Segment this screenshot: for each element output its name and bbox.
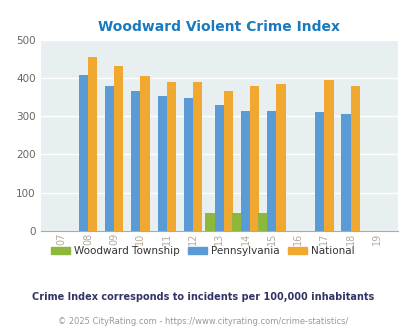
Legend: Woodward Township, Pennsylvania, National: Woodward Township, Pennsylvania, Nationa… [47, 242, 358, 260]
Bar [105, 86, 114, 231]
Text: © 2025 CityRating.com - https://www.cityrating.com/crime-statistics/: © 2025 CityRating.com - https://www.city… [58, 317, 347, 326]
Bar [114, 66, 123, 231]
Bar [192, 82, 202, 231]
Bar [341, 114, 350, 231]
Bar [257, 213, 266, 231]
Bar [314, 112, 324, 231]
Bar [266, 111, 276, 231]
Bar [350, 86, 359, 231]
Bar [240, 111, 249, 231]
Bar [87, 57, 97, 231]
Text: Crime Index corresponds to incidents per 100,000 inhabitants: Crime Index corresponds to incidents per… [32, 292, 373, 302]
Bar [231, 213, 240, 231]
Title: Woodward Violent Crime Index: Woodward Violent Crime Index [98, 20, 339, 34]
Bar [131, 91, 140, 231]
Bar [324, 80, 333, 231]
Bar [140, 76, 149, 231]
Bar [79, 75, 87, 231]
Bar [249, 86, 259, 231]
Bar [166, 82, 175, 231]
Bar [276, 84, 285, 231]
Bar [205, 213, 214, 231]
Bar [214, 106, 223, 231]
Bar [223, 90, 232, 231]
Bar [157, 96, 166, 231]
Bar [183, 98, 192, 231]
